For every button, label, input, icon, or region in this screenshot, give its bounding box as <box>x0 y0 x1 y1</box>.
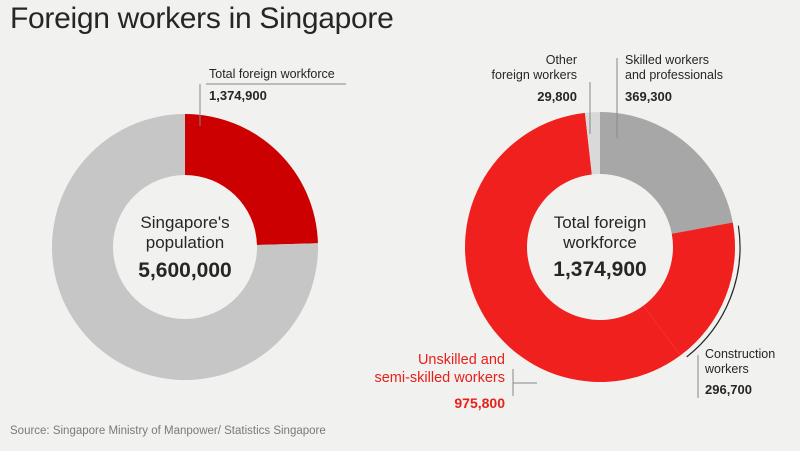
population-donut <box>52 114 319 380</box>
population-center-value: 5,600,000 <box>138 259 231 282</box>
foreign-workforce-value: 1,374,900 <box>209 88 267 103</box>
workforce-slice-0 <box>600 112 733 234</box>
population-slice-0 <box>185 114 318 245</box>
unskilled-label-line2: semi-skilled workers <box>374 370 505 386</box>
workforce-center-label-line1: Total foreign <box>554 213 647 232</box>
workforce-slice-1 <box>643 222 735 356</box>
foreign-workforce-label: Total foreign workforce <box>209 67 335 81</box>
construction-bracket-arc <box>686 225 741 358</box>
workforce-center-label-line2: workforce <box>562 233 637 252</box>
construction-label-line2: workers <box>704 362 749 376</box>
workforce-center-value: 1,374,900 <box>553 258 646 281</box>
population-center-label-line1: Singapore's <box>140 213 229 232</box>
skilled-workers-value: 369,300 <box>625 89 672 104</box>
other-workers-label-line2: foreign workers <box>492 68 577 82</box>
population-slice-1 <box>52 114 319 380</box>
unskilled-value: 975,800 <box>454 395 505 411</box>
workforce-donut <box>464 112 735 383</box>
skilled-workers-label-line2: and professionals <box>625 68 723 82</box>
source-note: Source: Singapore Ministry of Manpower/ … <box>10 425 326 437</box>
workforce-slice-3 <box>584 112 600 175</box>
construction-label-line1: Construction <box>705 347 775 361</box>
construction-value: 296,700 <box>705 382 752 397</box>
other-workers-label-line1: Other <box>546 53 577 67</box>
unskilled-label-line1: Unskilled and <box>418 352 505 368</box>
chart-title: Foreign workers in Singapore <box>10 2 394 35</box>
population-center-label-line2: population <box>146 233 224 252</box>
workforce-slice-2 <box>464 112 681 383</box>
other-workers-value: 29,800 <box>537 89 577 104</box>
skilled-workers-label-line1: Skilled workers <box>625 53 709 67</box>
